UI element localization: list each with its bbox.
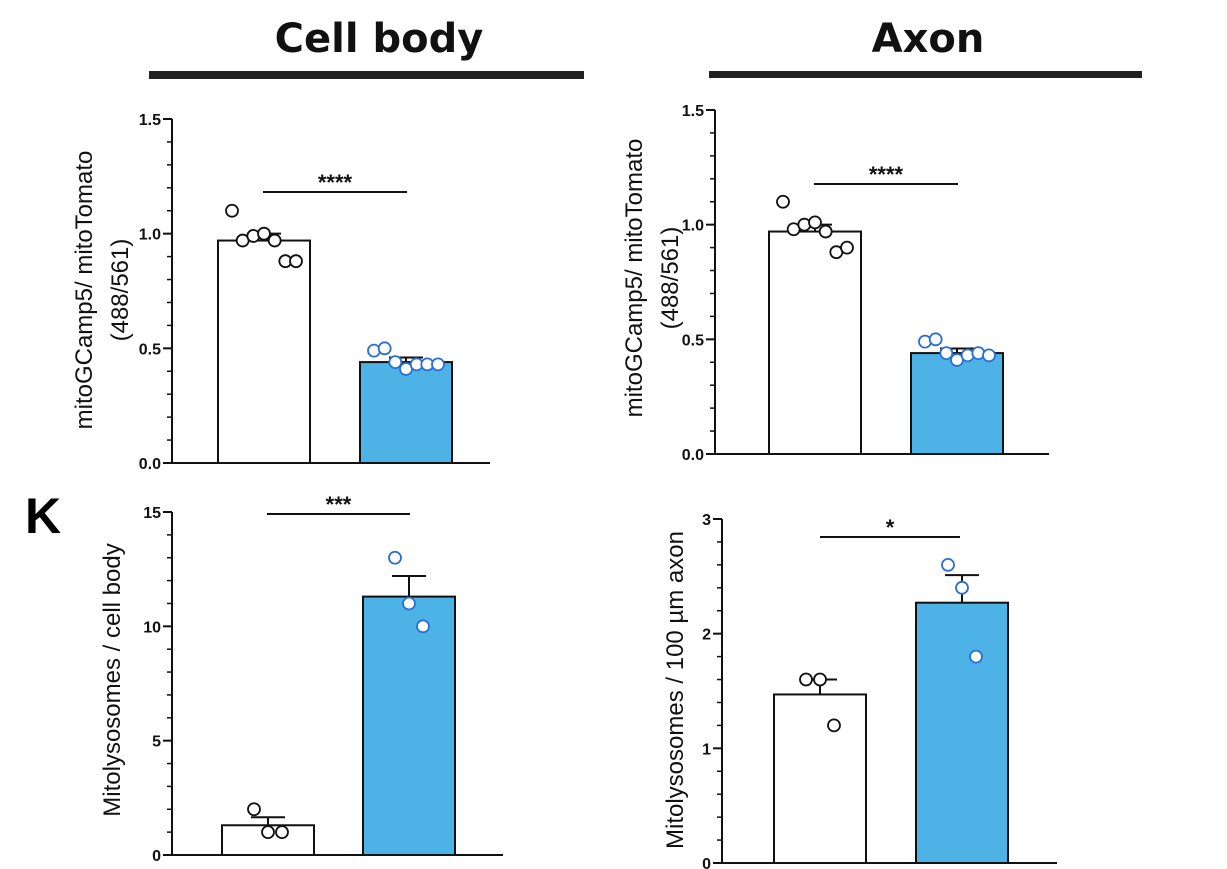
y-tick-label: 1.5 — [139, 112, 161, 129]
y-tick-label: 1.5 — [682, 103, 704, 120]
y-tick-label: 0.5 — [682, 332, 704, 349]
bar-control — [768, 230, 862, 455]
data-point — [799, 672, 813, 687]
data-point — [827, 718, 841, 733]
bar-treated — [362, 595, 456, 857]
charts-layer: 0.0 0.5 1.0 1.5 mitoGCamp5/ mitoTomato (488/5… — [71, 103, 1057, 869]
y-axis-label: (488/561) — [657, 227, 684, 330]
bar-treated — [915, 601, 1009, 864]
y-tick-label: 1.0 — [139, 227, 161, 244]
data-point — [247, 802, 261, 817]
data-point — [818, 224, 833, 239]
data-point — [388, 550, 402, 565]
header-axon: Axon — [872, 16, 985, 62]
bar-treated — [910, 352, 1004, 455]
y-tick-label: 0.0 — [682, 447, 704, 464]
y-tick-label: 0 — [702, 856, 711, 869]
data-point — [416, 619, 430, 634]
data-point — [939, 346, 954, 360]
y-axis-label: Mitolysosomes / 100 µm axon — [662, 531, 689, 849]
significance-label: **** — [318, 170, 353, 195]
bar-control — [217, 239, 311, 464]
data-point — [808, 215, 822, 230]
data-point — [982, 348, 996, 363]
y-tick-label: 3 — [702, 512, 711, 529]
data-point — [261, 825, 275, 840]
y-axis-label: (488/561) — [107, 239, 134, 342]
bar-treated — [359, 361, 453, 464]
significance-label: * — [886, 515, 895, 540]
data-point — [388, 355, 403, 369]
y-tick-label: 15 — [143, 505, 161, 522]
y-axis-label: Mitolysosomes / cell body — [99, 543, 126, 816]
significance-label: *** — [326, 492, 352, 517]
data-point — [941, 557, 955, 572]
significance-label: **** — [869, 162, 904, 187]
data-point — [813, 672, 827, 687]
chart-axon_ratio: 0.0 0.5 1.0 1.5 mitoGCamp5/ mitoTomato (488/5… — [621, 103, 1049, 464]
data-point — [377, 341, 392, 356]
data-point — [267, 233, 282, 248]
y-tick-label: 0 — [152, 848, 161, 865]
y-tick-label: 0.0 — [139, 456, 161, 473]
y-tick-label: 1 — [702, 741, 711, 758]
data-point — [431, 357, 445, 372]
y-tick-label: 2 — [702, 627, 711, 644]
data-point — [840, 240, 854, 255]
data-point — [257, 226, 271, 241]
data-point — [969, 649, 983, 664]
data-point — [928, 332, 943, 347]
data-point — [776, 194, 790, 209]
panel-label: K — [25, 488, 61, 544]
y-axis-label: mitoGCamp5/ mitoTomato — [71, 151, 98, 430]
chart-cellbody_ratio: 0.0 0.5 1.0 1.5 mitoGCamp5/ mitoTomato (488/5… — [71, 112, 490, 473]
y-axis-label: mitoGCamp5/ mitoTomato — [621, 139, 648, 418]
y-tick-label: 0.5 — [139, 341, 161, 358]
chart-axon_mitolysosomes: 0 1 2 3 Mitolysosomes / 100 µm axon * — [662, 512, 1057, 869]
y-tick-label: 5 — [152, 734, 161, 751]
y-tick-label: 10 — [143, 619, 161, 636]
chart-cellbody_mitolysosomes: 0 5 10 15 Mitolysosomes / cell body *** — [99, 492, 503, 865]
y-tick-label: 1.0 — [682, 218, 704, 235]
header-underline-cell-body — [149, 71, 584, 79]
data-point — [955, 580, 969, 595]
data-point — [289, 254, 303, 269]
header-underline-axon — [709, 71, 1142, 78]
header-cell-body: Cell body — [275, 16, 484, 62]
data-point — [225, 203, 239, 218]
data-point — [402, 596, 416, 611]
data-point — [275, 825, 289, 840]
bar-control — [773, 693, 867, 864]
